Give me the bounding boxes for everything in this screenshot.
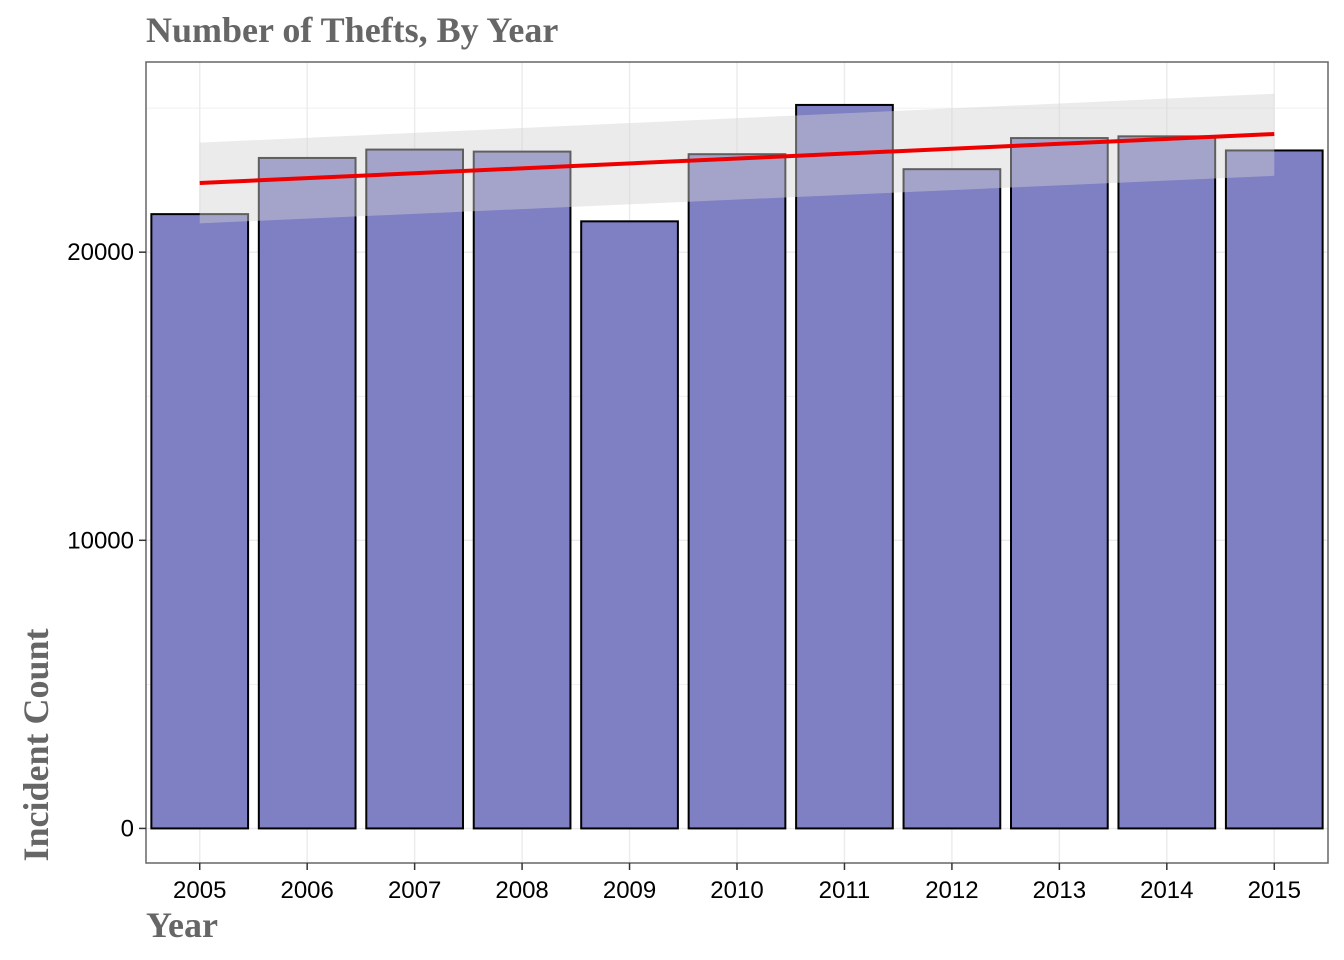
bar-2005 [150, 213, 250, 830]
bar-2008 [472, 150, 572, 830]
y-tick-label: 10000 [67, 527, 134, 554]
x-axis-title: Year [146, 905, 218, 945]
bar-2012 [902, 168, 1002, 830]
y-axis-title: Incident Count [16, 628, 56, 861]
bar-2010 [687, 153, 787, 830]
chart-title: Number of Thefts, By Year [146, 10, 558, 50]
x-tick-label: 2010 [710, 877, 763, 904]
bar-2006 [257, 156, 357, 830]
bar-2007 [365, 148, 464, 830]
y-axis-ticks: 0 10000 20000 [67, 239, 146, 842]
trend-line [199, 132, 1275, 186]
bars [150, 103, 1324, 830]
x-tick-label: 2012 [925, 877, 978, 904]
x-tick-label: 2008 [495, 877, 548, 904]
bar-2015 [1224, 149, 1324, 830]
x-tick-label: 2005 [173, 877, 226, 904]
x-tick-label: 2015 [1248, 877, 1301, 904]
x-tick-label: 2014 [1140, 877, 1193, 904]
trend-line-group [199, 132, 1275, 186]
bar-2009 [580, 220, 679, 830]
bar-2011 [795, 103, 894, 830]
y-tick-label: 0 [121, 815, 134, 842]
bar-2014 [1117, 135, 1217, 830]
x-tick-label: 2009 [603, 877, 656, 904]
x-tick-label: 2013 [1033, 877, 1086, 904]
bar-2013 [1010, 137, 1109, 830]
x-axis-ticks: 2005 2006 2007 2008 2009 2010 2011 2012 2013 2014… [173, 863, 1301, 904]
x-tick-label: 2007 [388, 877, 441, 904]
x-tick-label: 2006 [280, 877, 333, 904]
y-tick-label: 20000 [67, 239, 134, 266]
x-tick-label: 2011 [819, 877, 871, 904]
